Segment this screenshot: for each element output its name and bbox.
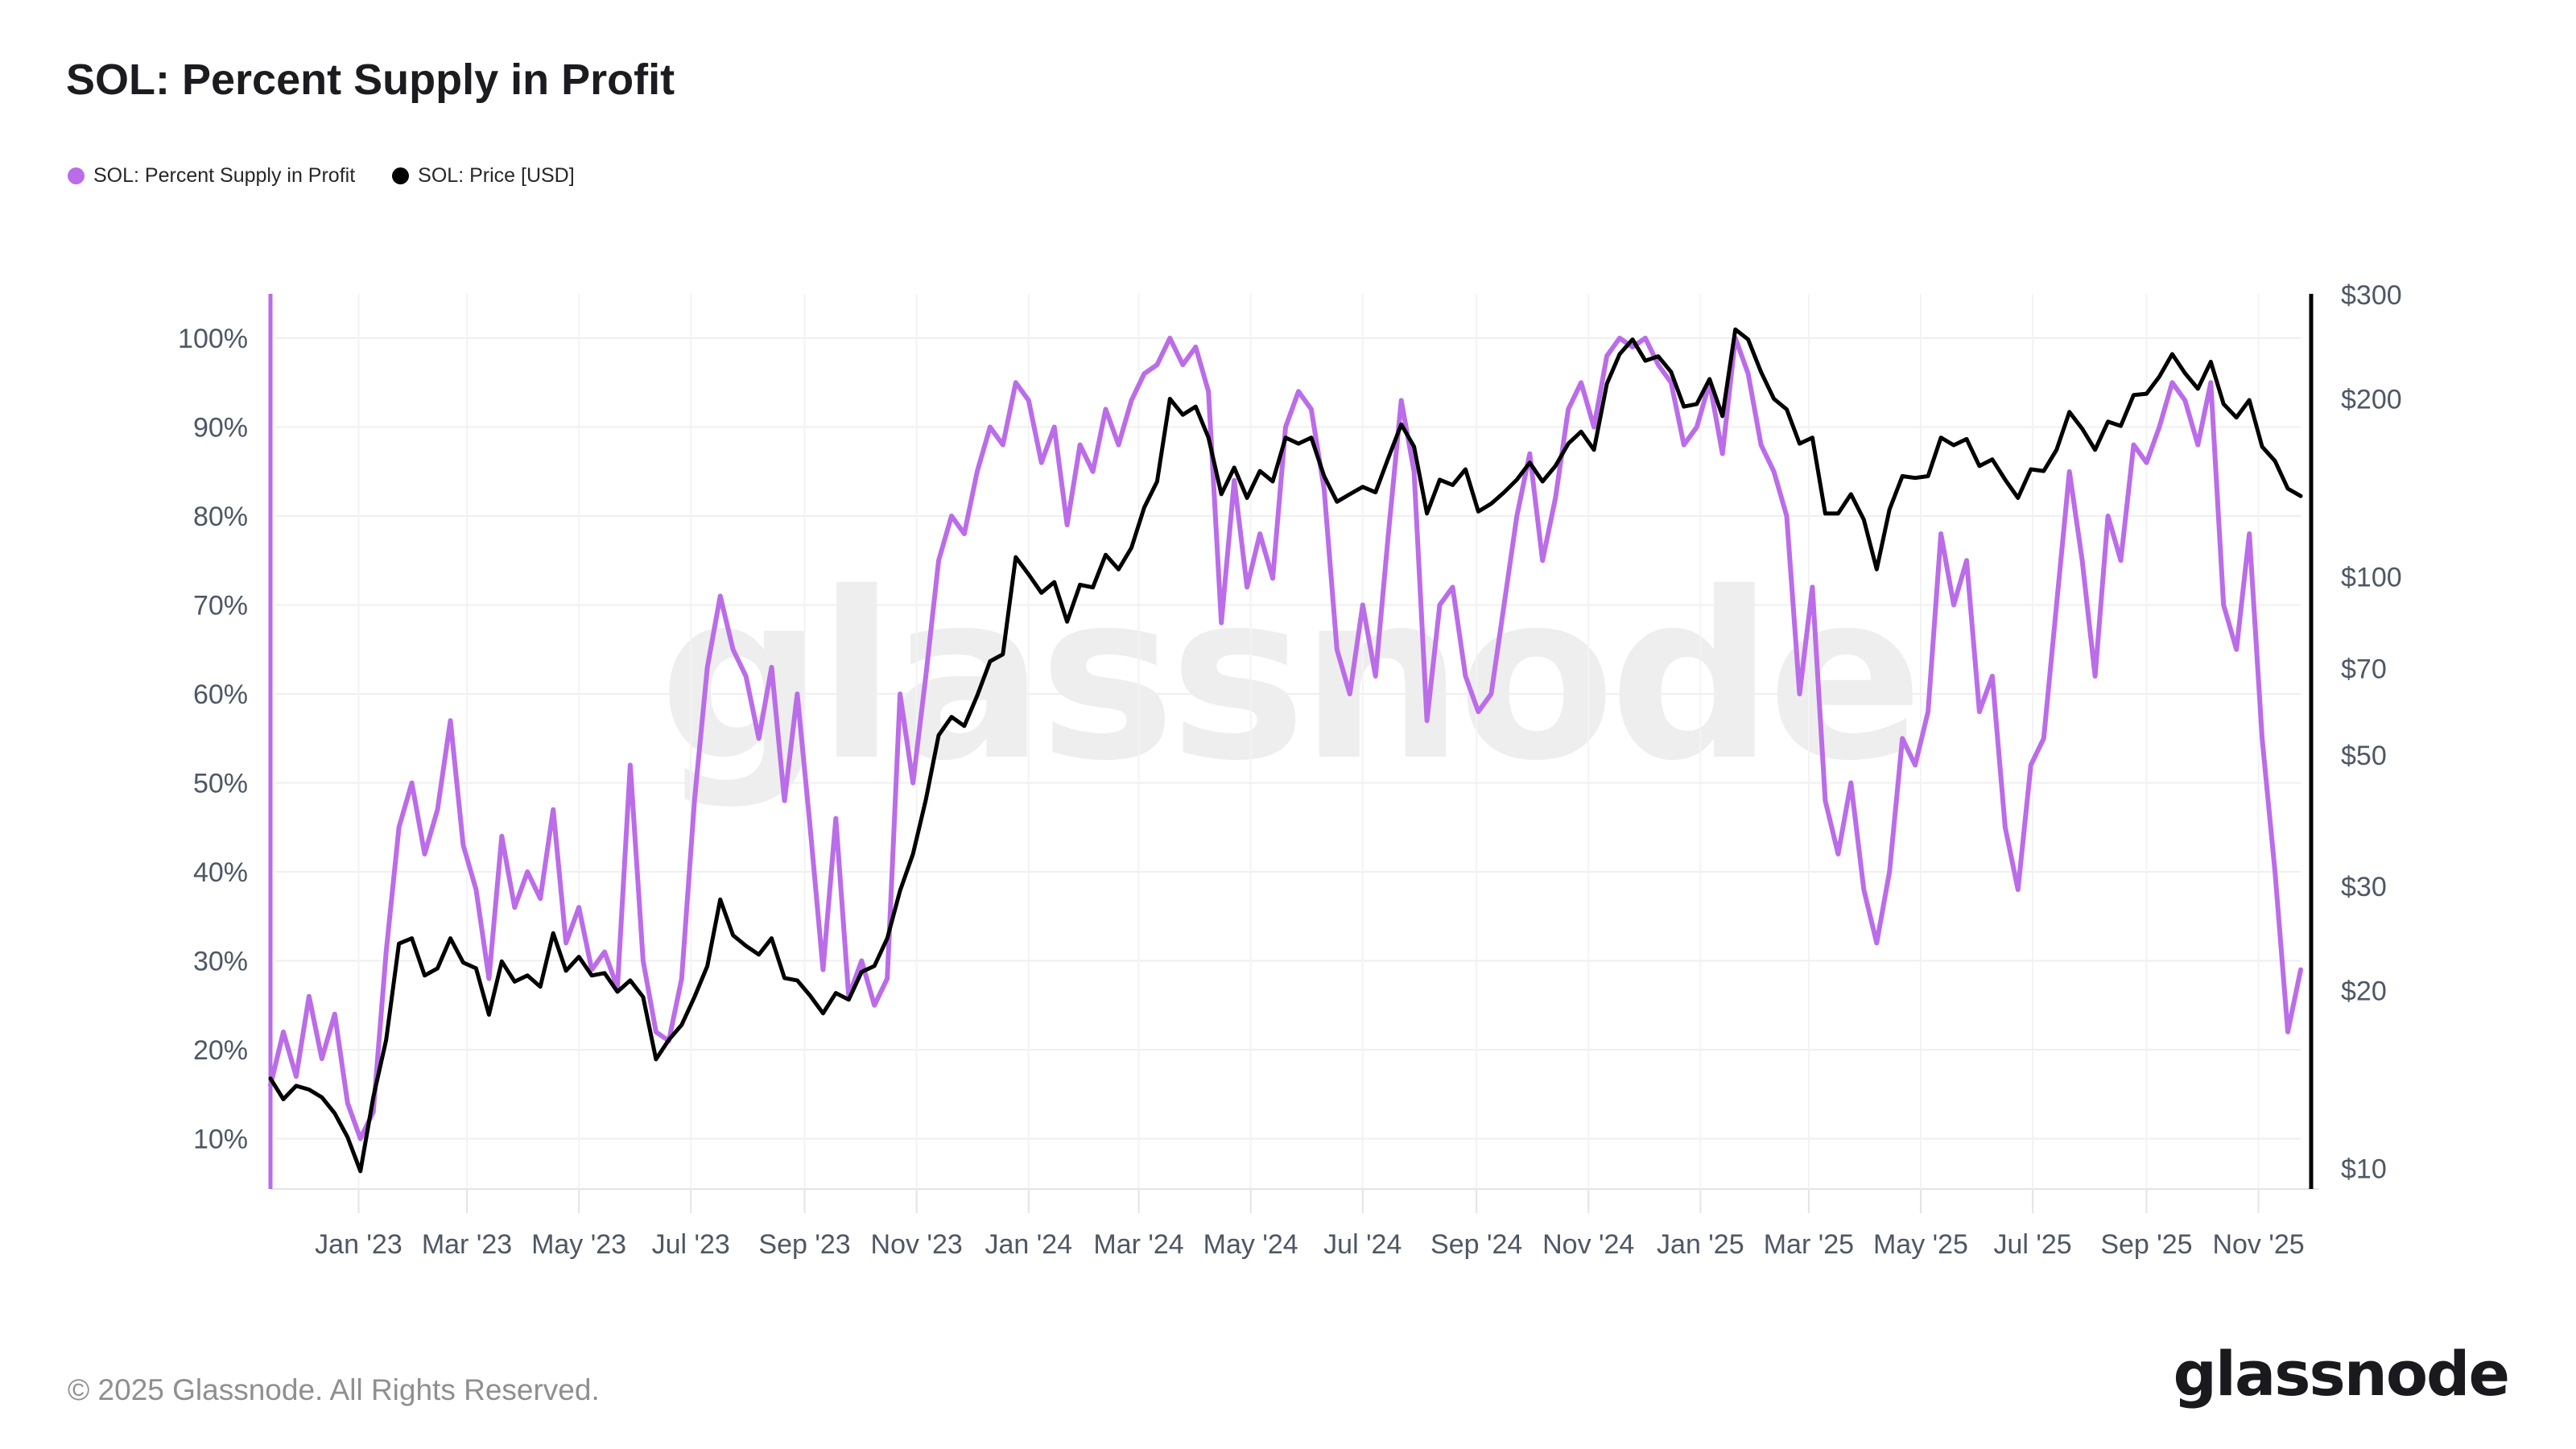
right-axis-tick-label: $50	[2341, 741, 2387, 771]
legend-item-price[interactable]: SOL: Price [USD]	[392, 164, 575, 188]
x-axis-tick-label: Mar '24	[1093, 1229, 1183, 1260]
x-axis-tick-label: Sep '23	[758, 1229, 850, 1260]
chart-legend: SOL: Percent Supply in Profit SOL: Price…	[68, 164, 575, 188]
x-axis-tick-label: May '24	[1203, 1229, 1298, 1260]
x-axis-tick-label: Nov '24	[1542, 1229, 1634, 1260]
left-axis-tick-label: 20%	[193, 1035, 248, 1066]
legend-item-percent-supply[interactable]: SOL: Percent Supply in Profit	[68, 164, 355, 188]
x-axis-tick-label: Jul '23	[652, 1229, 730, 1260]
left-axis-tick-label: 80%	[193, 502, 248, 532]
x-axis-tick-label: Nov '25	[2212, 1229, 2304, 1260]
left-axis-tick-label: 50%	[193, 769, 248, 799]
x-axis-tick-label: Sep '25	[2100, 1229, 2192, 1260]
x-axis-tick-label: Nov '23	[871, 1229, 963, 1260]
percent-supply-in-profit-line[interactable]	[268, 336, 2303, 1141]
right-axis-tick-label: $30	[2341, 872, 2387, 902]
price-line[interactable]	[268, 327, 2303, 1174]
left-axis-tick-label: 10%	[193, 1125, 248, 1155]
right-axis-tick-label: $20	[2341, 976, 2387, 1006]
x-axis-tick-label: May '23	[531, 1229, 626, 1260]
left-axis-tick-label: 90%	[193, 413, 248, 444]
x-axis-tick-label: Jul '25	[1993, 1229, 2071, 1260]
left-axis-tick-label: 40%	[193, 857, 248, 888]
right-axis-tick-label: $100	[2341, 563, 2402, 593]
page-title: SOL: Percent Supply in Profit	[66, 56, 675, 104]
legend-label: SOL: Percent Supply in Profit	[93, 164, 356, 187]
left-axis-tick-label: 60%	[193, 679, 248, 710]
right-axis-tick-label: $70	[2341, 654, 2387, 685]
x-axis-tick-label: Jan '23	[315, 1229, 402, 1260]
legend-label: SOL: Price [USD]	[418, 164, 575, 187]
left-axis-tick-label: 70%	[193, 591, 248, 621]
x-axis-tick-label: May '25	[1873, 1229, 1968, 1260]
x-axis-tick-label: Jul '24	[1323, 1229, 1402, 1260]
right-axis-tick-label: $200	[2341, 384, 2402, 415]
circle-icon	[392, 167, 410, 184]
x-axis-tick-label: Jan '25	[1657, 1229, 1744, 1260]
right-axis-tick-label: $300	[2341, 280, 2402, 311]
left-axis-tick-label: 100%	[178, 324, 248, 354]
watermark-text: glassnode	[658, 544, 1917, 811]
x-axis-tick-label: Jan '24	[985, 1229, 1072, 1260]
x-axis-tick-label: Mar '25	[1764, 1229, 1854, 1260]
copyright-text: © 2025 Glassnode. All Rights Reserved.	[68, 1373, 600, 1406]
right-axis-tick-label: $10	[2341, 1154, 2387, 1185]
x-axis-tick-label: Sep '24	[1430, 1229, 1522, 1260]
x-axis-tick-label: Mar '23	[422, 1229, 512, 1260]
left-axis-tick-label: 30%	[193, 947, 248, 977]
circle-icon	[68, 167, 85, 184]
glassnode-logo: glassnode	[2173, 1338, 2510, 1410]
